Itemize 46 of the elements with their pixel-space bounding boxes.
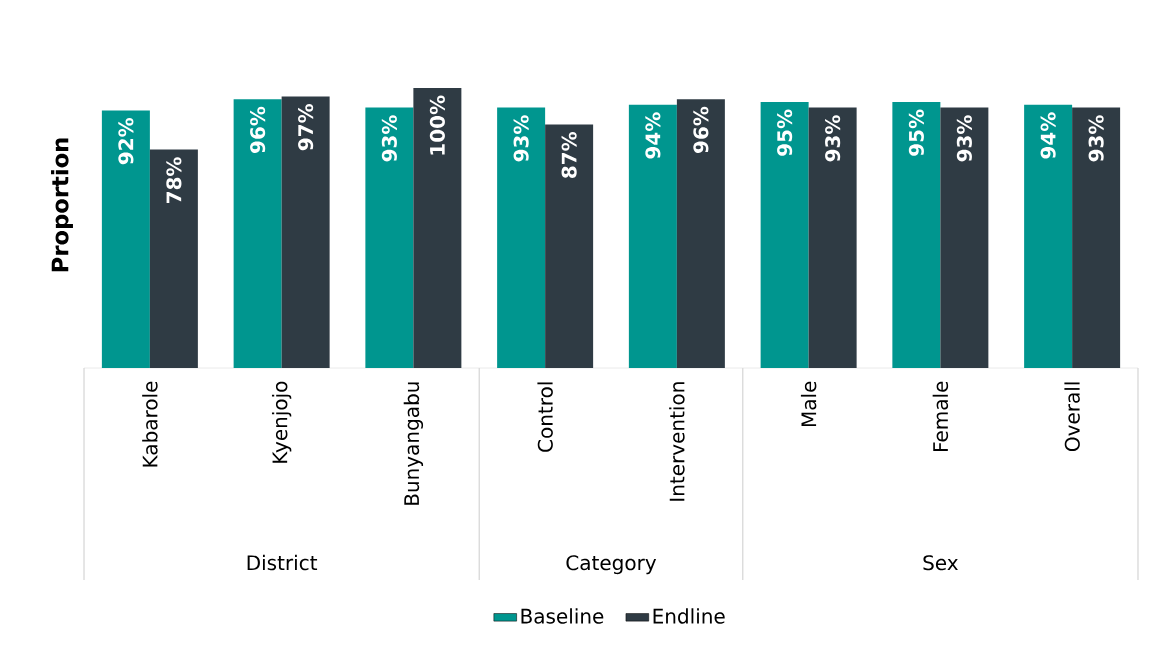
y-axis-title: Proportion <box>51 138 73 272</box>
data-label: 87% <box>561 131 577 178</box>
bar <box>149 149 198 368</box>
data-label: 93% <box>381 115 397 162</box>
bar <box>101 110 150 368</box>
bar <box>1072 107 1121 368</box>
data-label: 96% <box>693 106 709 153</box>
data-label: 93% <box>825 115 841 162</box>
text: Sex <box>923 555 958 571</box>
x-tick-label: Intervention <box>669 382 685 501</box>
bar <box>365 107 414 368</box>
bar <box>233 99 282 368</box>
data-label: 96% <box>250 106 266 153</box>
bar <box>628 104 677 368</box>
data-label: 94% <box>645 112 661 159</box>
legend-label: Baseline <box>521 608 604 624</box>
x-tick-label: Control <box>537 382 553 452</box>
bar <box>1024 104 1073 368</box>
bar <box>676 99 725 368</box>
x-tick-label: Kabarole <box>142 381 158 467</box>
text: District <box>247 554 318 571</box>
data-label: 93% <box>513 115 529 162</box>
bar <box>497 107 546 368</box>
data-label: 97% <box>298 103 314 151</box>
data-label: 95% <box>908 109 924 156</box>
data-label: 100% <box>429 95 445 155</box>
data-label: 93% <box>1088 115 1104 162</box>
x-tick-label: Kyenjojo <box>271 381 292 463</box>
x-tick-label: Female <box>932 381 949 451</box>
data-label: 94% <box>1040 112 1056 159</box>
bar <box>940 107 989 368</box>
legend-label: Endline <box>653 608 725 624</box>
bar <box>545 124 594 368</box>
data-label: 93% <box>956 115 972 162</box>
x-tick-label: Overall <box>1064 382 1080 451</box>
x-tick-label: Bunyangabu <box>403 382 424 505</box>
data-label: 78% <box>166 157 182 204</box>
bar <box>892 102 941 368</box>
x-tick-label: Male <box>800 381 817 427</box>
bar <box>808 107 857 368</box>
bar <box>413 88 462 368</box>
data-label: 92% <box>118 117 134 165</box>
bar <box>281 96 330 368</box>
text: Category <box>566 555 657 575</box>
data-label: 95% <box>777 109 793 156</box>
bar <box>760 102 809 368</box>
